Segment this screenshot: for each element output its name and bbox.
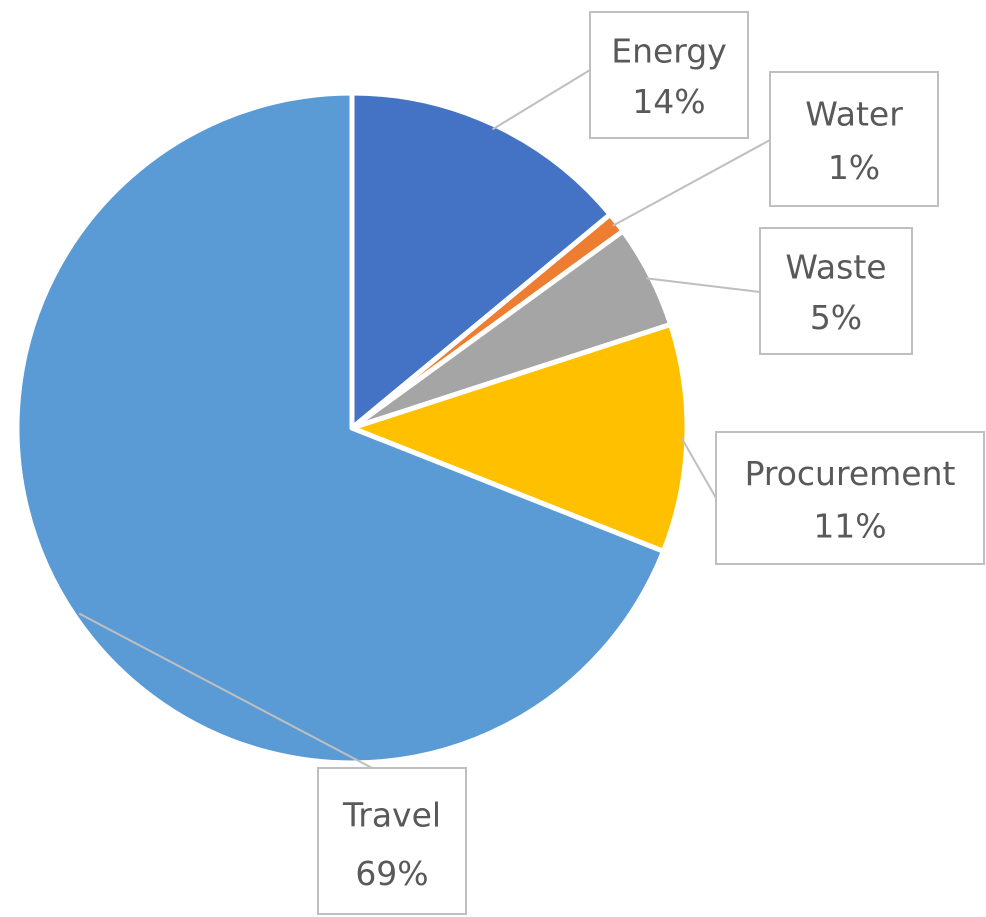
callout-labels: Energy 14% Water 1% Waste 5% Procurement 11% Tra…	[78, 11, 985, 915]
slice-label-water: Water	[805, 95, 903, 134]
slice-value-water: 1%	[828, 148, 880, 187]
slice-value-energy: 14%	[632, 82, 705, 121]
callout-box-procurement	[715, 431, 985, 565]
pie-slice-procurement	[349, 321, 690, 554]
pie-slice-energy	[349, 90, 613, 431]
slice-label-procurement: Procurement	[745, 454, 956, 493]
leader-line-waste	[645, 277, 761, 293]
callout-box-water	[769, 71, 939, 207]
slice-value-waste: 5%	[810, 298, 862, 337]
pie-slice-travel	[14, 90, 666, 766]
leader-line-water	[612, 139, 771, 227]
slice-label-waste: Waste	[785, 247, 886, 286]
callout-box-waste	[759, 227, 913, 355]
callout-box-travel	[317, 767, 467, 915]
slice-label-travel: Travel	[342, 795, 441, 834]
slice-label-energy: Energy	[611, 31, 727, 70]
pie-slices	[14, 90, 690, 766]
slice-value-travel: 69%	[355, 854, 428, 893]
leader-line-travel	[78, 612, 373, 769]
callout-box-energy	[589, 11, 749, 139]
leader-line-energy	[491, 69, 591, 131]
slice-value-procurement: 11%	[813, 507, 886, 546]
leader-line-procurement	[680, 437, 717, 499]
